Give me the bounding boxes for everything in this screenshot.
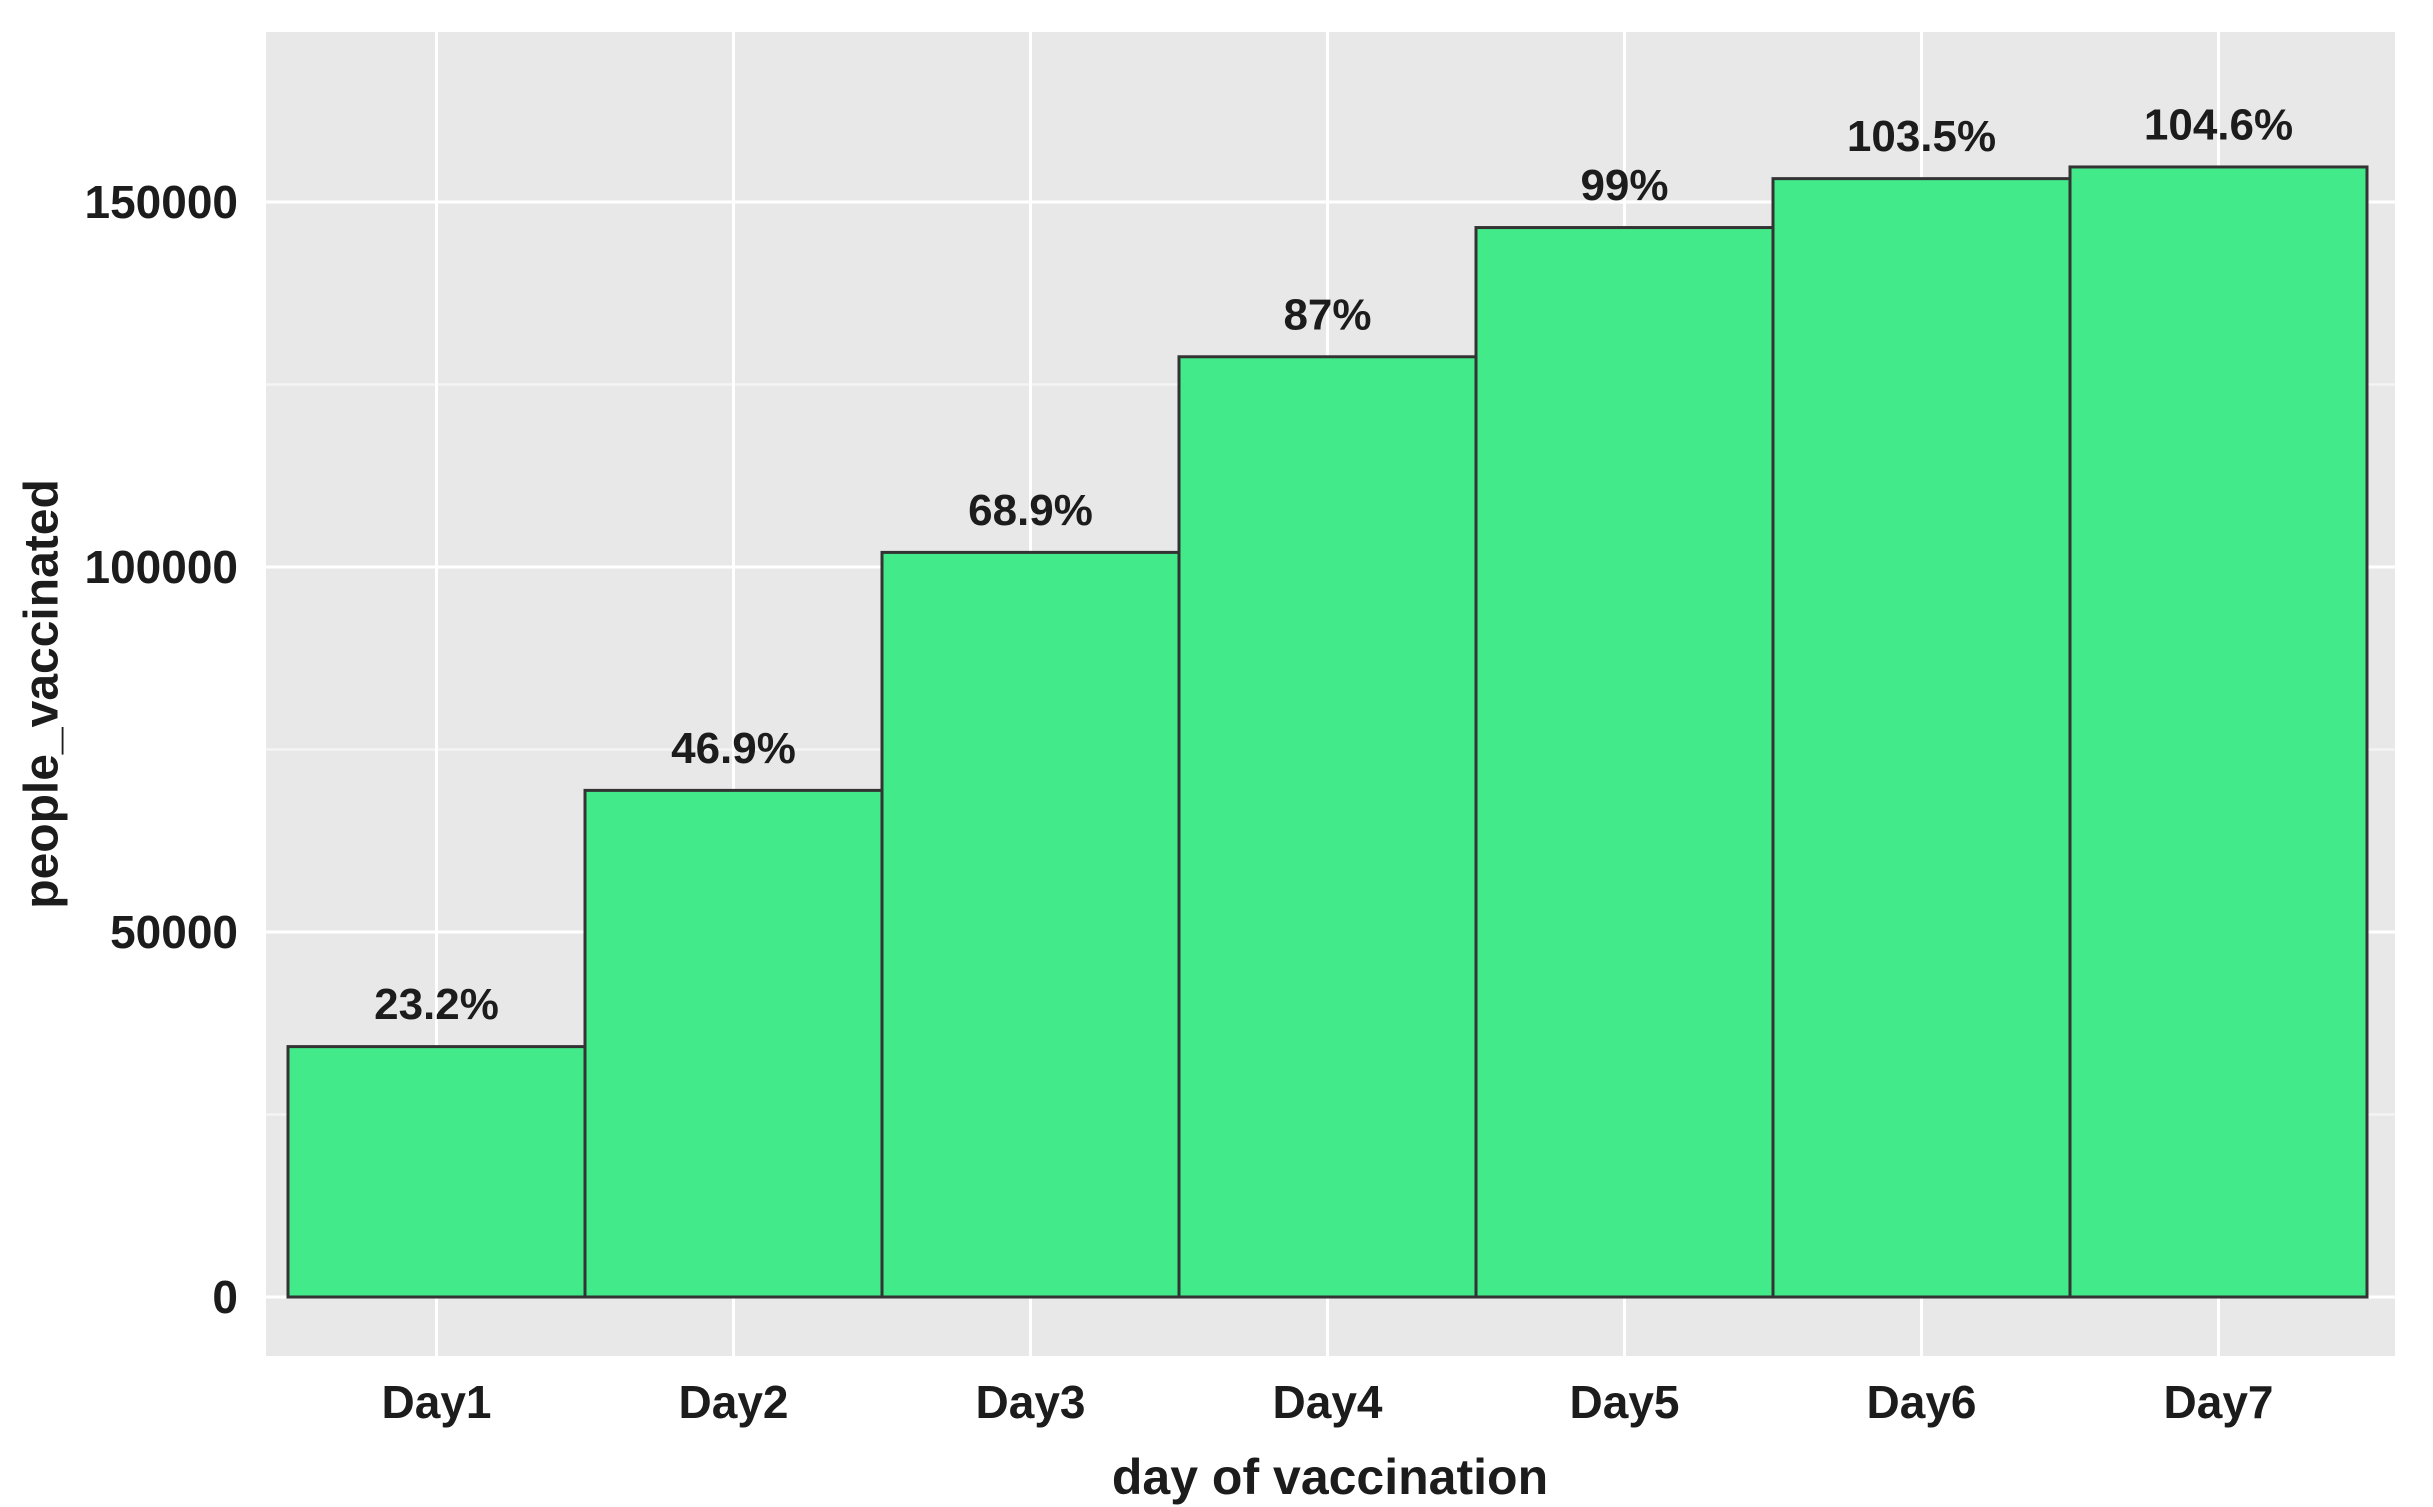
bar-value-label: 99% [1580, 161, 1668, 210]
bar-value-label: 23.2% [374, 980, 499, 1029]
x-tick-label: Day4 [1273, 1376, 1383, 1428]
bar-value-label: 46.9% [671, 724, 796, 773]
y-tick-label: 100000 [85, 541, 239, 593]
bar-value-label: 104.6% [2144, 100, 2293, 149]
x-tick-label: Day7 [2164, 1376, 2274, 1428]
x-tick-label: Day6 [1867, 1376, 1977, 1428]
x-tick-label: Day5 [1570, 1376, 1680, 1428]
y-tick-label: 150000 [85, 176, 239, 228]
bar-value-label: 68.9% [968, 486, 1093, 535]
y-tick-label: 50000 [110, 906, 238, 958]
bar-day5 [1474, 226, 1775, 1299]
bar-day3 [880, 550, 1181, 1299]
bar-day6 [1771, 177, 2072, 1299]
bar-day1 [286, 1045, 587, 1299]
x-tick-label: Day1 [382, 1376, 492, 1428]
bar-day4 [1177, 355, 1478, 1299]
bar-value-label: 103.5% [1847, 112, 1996, 161]
x-tick-label: Day3 [976, 1376, 1086, 1428]
y-tick-label: 0 [212, 1271, 238, 1323]
x-tick-label: Day2 [679, 1376, 789, 1428]
bar-value-label: 87% [1283, 290, 1371, 339]
y-axis-title: people_vaccinated [16, 479, 69, 909]
bar-day2 [583, 788, 884, 1299]
x-axis-title: day of vaccination [1112, 1449, 1548, 1505]
bar-day7 [2068, 165, 2369, 1299]
